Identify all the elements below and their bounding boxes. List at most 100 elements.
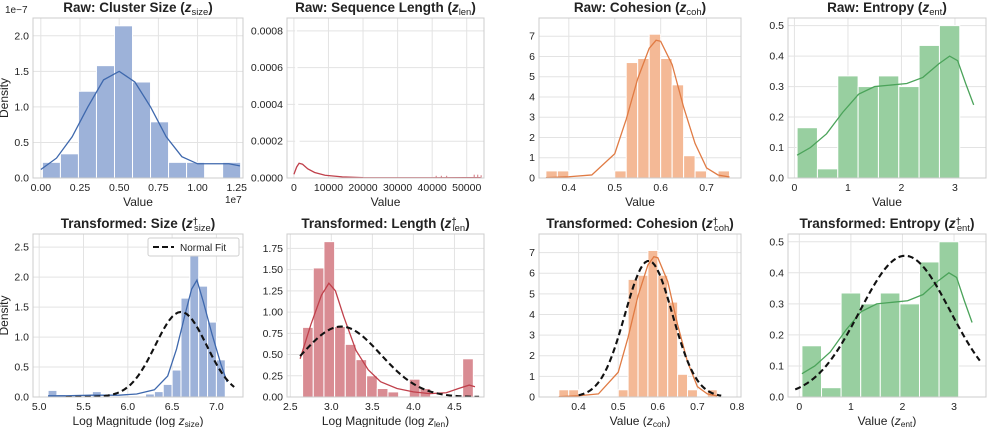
y-tick-label: 1 [529, 371, 535, 383]
x-axis-label-part: Value [872, 195, 902, 209]
kde-line [293, 162, 481, 178]
chart-title: Transformed: Length (z† len) [301, 216, 469, 234]
histogram-bar [477, 174, 479, 178]
chart-title-part: Raw: Cohesion ( [574, 0, 680, 15]
y-tick-label: 1.25 [263, 285, 284, 297]
y-tick-label: 0.1 [769, 142, 784, 154]
x-tick-label: 2.5 [283, 401, 298, 413]
x-axis-label-part: z [178, 414, 185, 427]
kde-line [796, 55, 975, 156]
chart-title: Transformed: Cohesion (z† coh) [546, 216, 733, 234]
x-axis-label: Value [872, 195, 902, 209]
kde-line [299, 282, 476, 395]
histogram-bar [840, 292, 862, 397]
histogram-bar [877, 75, 900, 178]
chart-title-part: Raw: Entropy ( [827, 0, 923, 15]
y-tick-label: 4 [529, 309, 535, 321]
panel-tr_ent: 0 1 2 3 0.0 0.1 0.2 0.3 0.4 0.5 Transformed: Entro… [769, 216, 987, 427]
y-tick-label: 5 [529, 71, 535, 83]
histogram-bar [95, 65, 115, 178]
x-tick-label: 3.0 [324, 401, 339, 413]
x-axis-label-part: ) [912, 414, 916, 427]
legend: Normal Fit [147, 237, 240, 257]
plot-area [40, 25, 242, 178]
histogram-bar [312, 267, 325, 397]
histogram-bar [171, 369, 182, 397]
y-tick-label: 1.0 [14, 332, 29, 344]
histogram-bar [677, 373, 689, 397]
panel-raw_len: 0 10000 20000 30000 40000 50000 0.0000 0.0002 0.… [251, 0, 485, 209]
y-tick-label: 1.5 [14, 66, 29, 78]
axes-frame [787, 17, 987, 179]
x-tick-label: 1.25 [227, 182, 248, 194]
x-axis-label-part: Log Magnitude (log [73, 414, 179, 427]
x-axis-label: Log Magnitude (log zsize) [73, 414, 204, 427]
histogram-bar [683, 155, 696, 178]
x-axis-label-part: len [434, 419, 446, 427]
x-tick-label: 3.5 [365, 401, 380, 413]
histogram-bar [637, 274, 649, 397]
y-tick-label: 5 [529, 288, 535, 300]
histogram-bar [334, 326, 346, 397]
x-axis-label-part: ) [199, 414, 203, 427]
chart-title-part: len [459, 7, 472, 18]
panel-raw_ent: 0 1 2 3 0.0 0.1 0.2 0.3 0.4 0.5 Raw: Entropy (zent… [769, 0, 987, 209]
x-axis-label-part: Value [625, 195, 655, 209]
histogram-bar [938, 25, 961, 178]
x-axis-label-part: coh [653, 419, 667, 427]
histogram-bar [344, 343, 357, 397]
x-axis-label-part: z [894, 414, 901, 427]
chart-title-part: ent [929, 7, 942, 18]
chart-title: Transformed: Size (z† size) [61, 216, 216, 234]
histogram-bar [222, 161, 242, 178]
y-tick-label: 3 [529, 112, 535, 124]
chart-title-part: ) [702, 0, 707, 15]
histogram-bar [637, 58, 650, 178]
x-tick-label: 0.50 [109, 182, 130, 194]
axes-frame [286, 233, 485, 398]
chart-title-part: ) [942, 0, 947, 15]
plot-area [794, 241, 981, 397]
histogram-bar [480, 175, 482, 178]
y-tick-label: 6 [529, 51, 535, 63]
chart-title-part: z [451, 0, 459, 15]
y-tick-label: 3 [529, 330, 535, 342]
y-tick-label: 7 [529, 31, 535, 43]
histogram-bar [113, 25, 134, 178]
y-tick-label: 0.2 [769, 112, 784, 124]
histogram-bar [625, 62, 639, 178]
x-axis-label-part: Value [371, 195, 401, 209]
histogram-bar [857, 86, 879, 178]
y-tick-label: 0.0004 [251, 99, 283, 111]
normal-fit-curve [299, 325, 480, 397]
x-axis-label-part: Value ( [858, 414, 895, 427]
chart-title-part: z [444, 216, 452, 231]
y-tick-label: 0 [529, 173, 535, 185]
x-axis-label-part: Log Magnitude (log [322, 414, 428, 427]
panel-tr_len: 2.5 3.0 3.5 4.0 4.5 0.00 0.25 0.50 0.75 1.00 1.25 1… [263, 216, 485, 427]
x-tick-label: 6.0 [121, 401, 136, 413]
x-tick-label: 0 [791, 182, 797, 194]
x-tick-label: 0.4 [571, 401, 586, 413]
chart-title: Raw: Cohesion (zcoh) [574, 0, 706, 18]
histogram-bar [648, 33, 662, 178]
y-axis-label: Density [0, 295, 11, 335]
y-tick-label: 0.5 [14, 362, 29, 374]
y-tick-label: 1.00 [263, 307, 284, 319]
x-tick-label: 50000 [452, 182, 481, 194]
plot-area [558, 250, 722, 397]
y-tick-label: 7 [529, 247, 535, 259]
histogram-bar [435, 175, 437, 178]
x-axis-label-part: z [427, 414, 434, 427]
x-tick-label: 30000 [383, 182, 412, 194]
x-tick-label: 0.6 [653, 182, 668, 194]
panel-raw_coh: 0.4 0.5 0.6 0.7 0 1 2 3 4 5 6 7 Raw: Cohesion (zcoh)… [529, 0, 742, 209]
y-tick-label: 0.4 [769, 267, 784, 279]
histogram-bar [132, 81, 152, 178]
kde-line [558, 255, 718, 397]
histogram-bar [387, 391, 400, 397]
chart-title-part: Transformed: Entropy ( [800, 216, 950, 231]
legend-label: Normal Fit [180, 243, 226, 254]
histogram-bar [617, 389, 629, 397]
histogram-bar [445, 175, 448, 178]
